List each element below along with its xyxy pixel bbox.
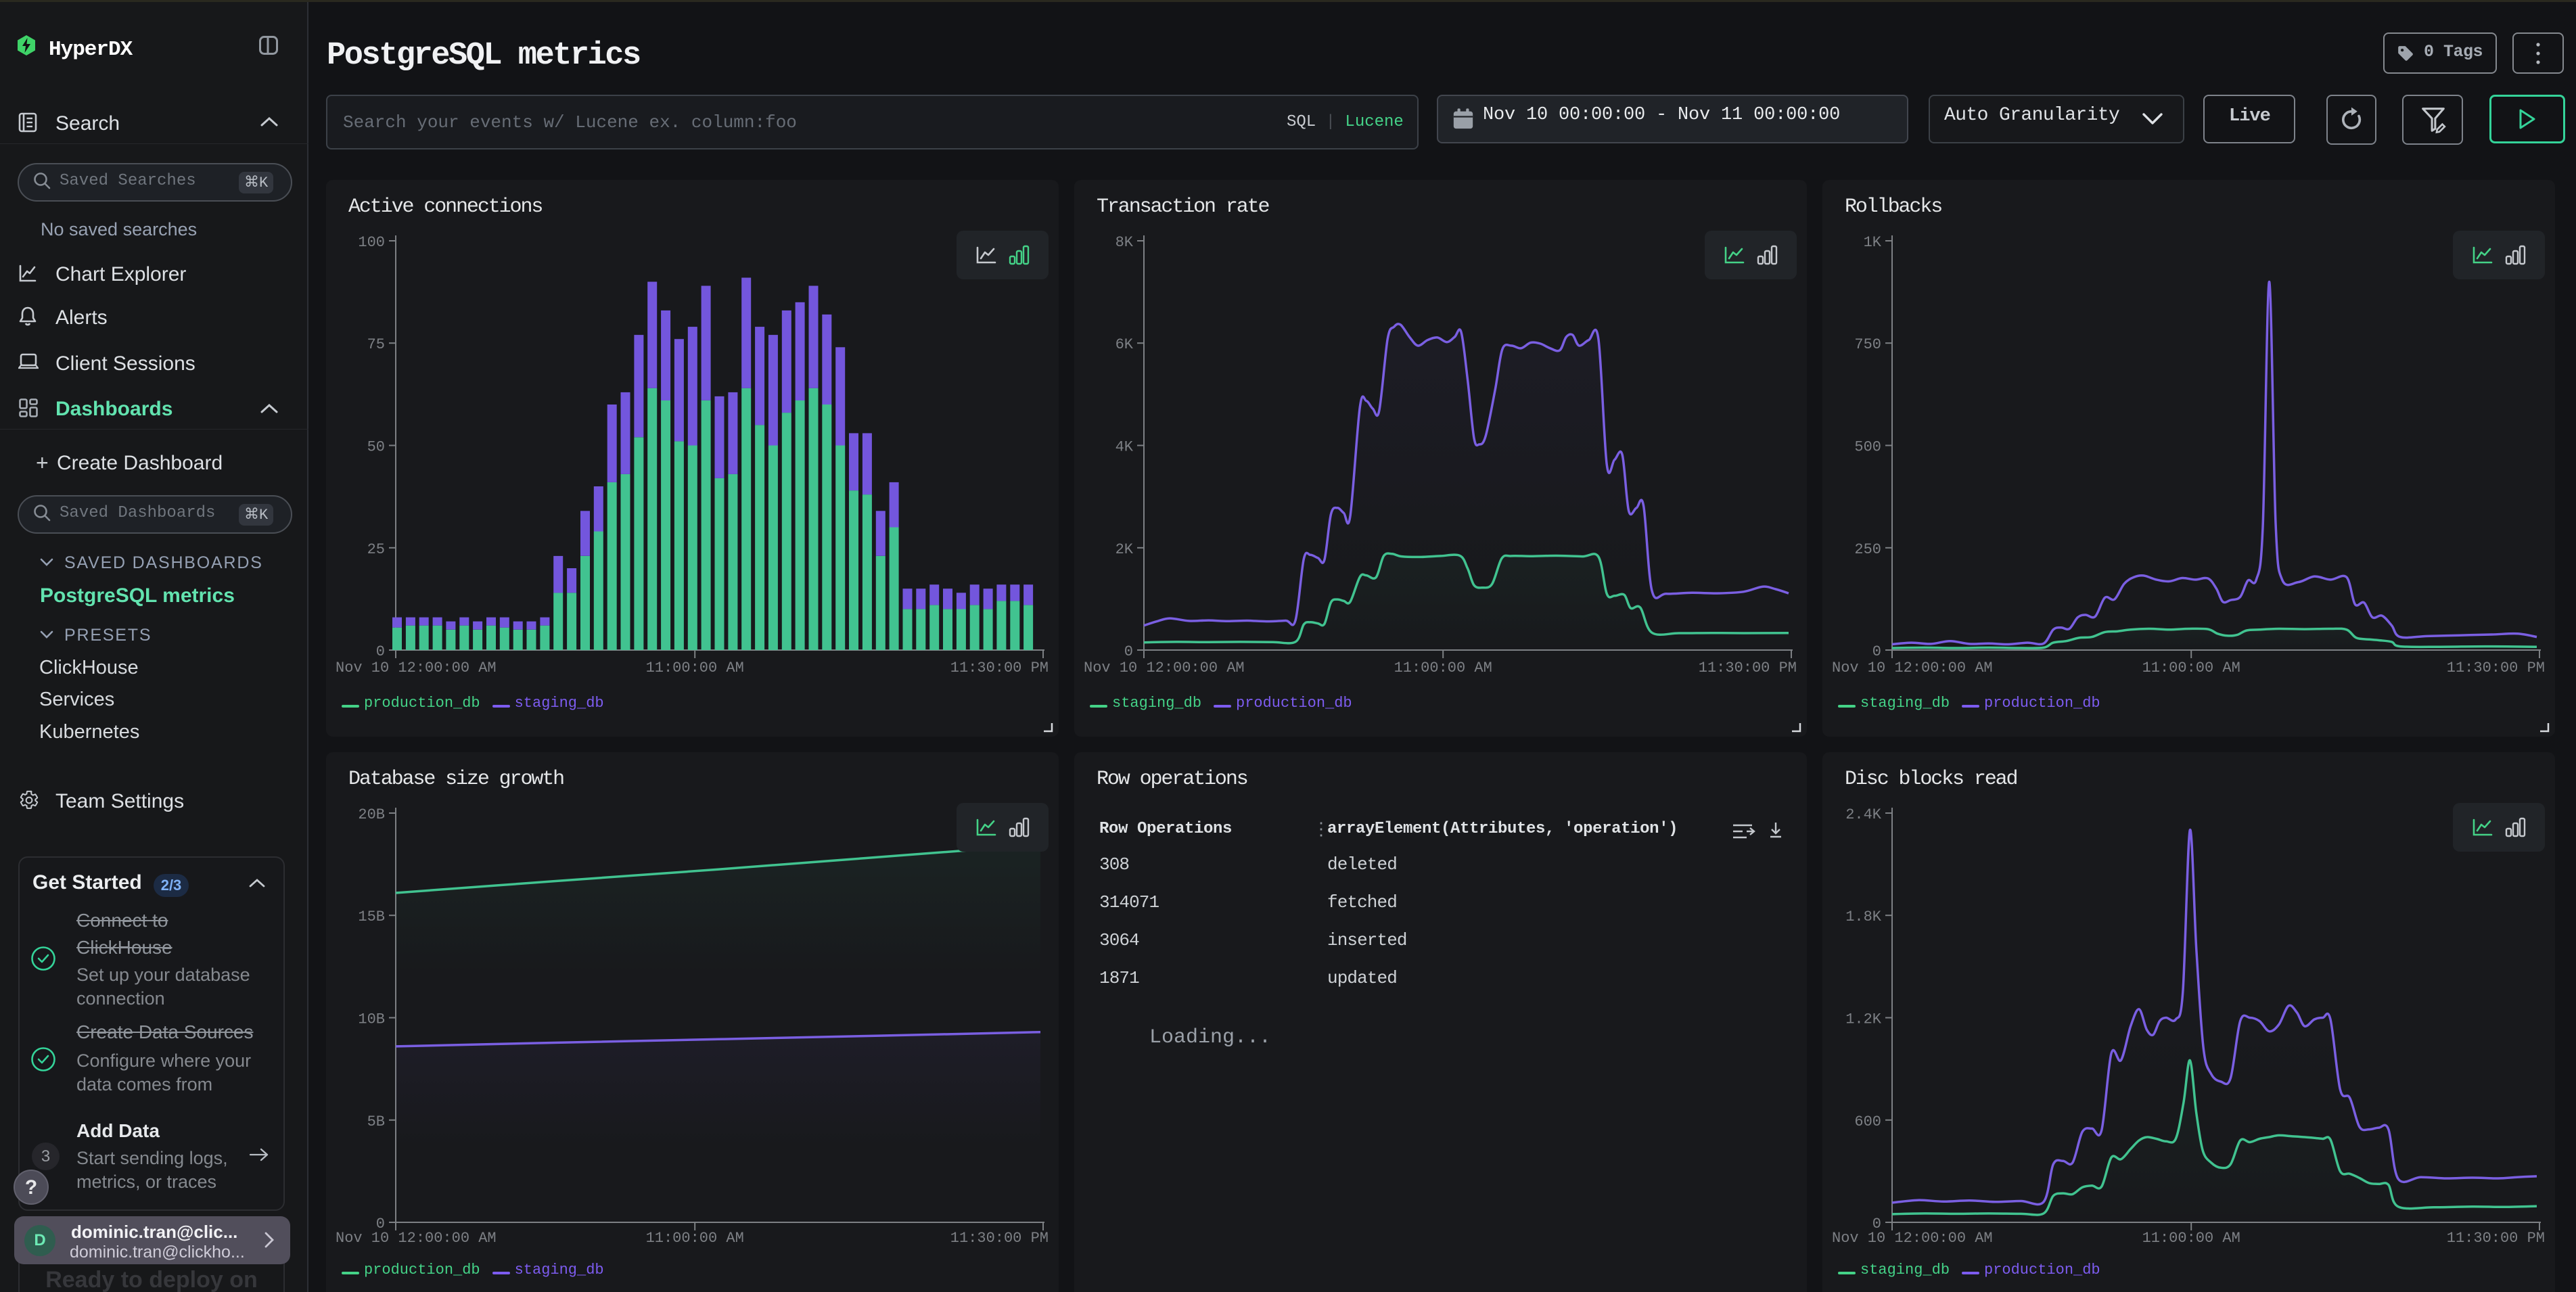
svg-text:600: 600 — [1854, 1113, 1881, 1130]
svg-text:1.8K: 1.8K — [1845, 908, 1882, 925]
svg-text:11:00:00 AM: 11:00:00 AM — [1394, 660, 1492, 676]
svg-text:500: 500 — [1854, 439, 1881, 456]
svg-text:11:00:00 AM: 11:00:00 AM — [646, 1230, 744, 1247]
svg-text:11:30:00 PM: 11:30:00 PM — [2447, 660, 2545, 676]
svg-text:0: 0 — [376, 643, 385, 660]
svg-text:8K: 8K — [1116, 234, 1134, 251]
svg-text:Nov 10 12:00:00 AM: Nov 10 12:00:00 AM — [336, 1230, 497, 1247]
svg-text:11:30:00 PM: 11:30:00 PM — [950, 660, 1049, 676]
svg-text:11:30:00 PM: 11:30:00 PM — [2447, 1230, 2545, 1247]
svg-text:11:00:00 AM: 11:00:00 AM — [2142, 1230, 2240, 1247]
svg-text:10B: 10B — [358, 1011, 385, 1028]
svg-text:100: 100 — [358, 234, 385, 251]
svg-text:2.4K: 2.4K — [1845, 806, 1882, 823]
svg-text:Nov 10 12:00:00 AM: Nov 10 12:00:00 AM — [336, 660, 497, 676]
svg-text:50: 50 — [367, 439, 385, 456]
svg-text:4K: 4K — [1116, 439, 1134, 456]
svg-text:11:00:00 AM: 11:00:00 AM — [646, 660, 744, 676]
svg-text:Nov 10 12:00:00 AM: Nov 10 12:00:00 AM — [1832, 660, 1993, 676]
svg-text:2K: 2K — [1116, 541, 1134, 558]
svg-text:1.2K: 1.2K — [1845, 1011, 1882, 1028]
svg-text:0: 0 — [1872, 1216, 1881, 1232]
svg-text:11:30:00 PM: 11:30:00 PM — [1699, 660, 1797, 676]
svg-text:11:00:00 AM: 11:00:00 AM — [2142, 660, 2240, 676]
svg-text:750: 750 — [1854, 336, 1881, 353]
svg-text:Nov 10 12:00:00 AM: Nov 10 12:00:00 AM — [1832, 1230, 1993, 1247]
svg-text:0: 0 — [1872, 643, 1881, 660]
svg-text:Nov 10 12:00:00 AM: Nov 10 12:00:00 AM — [1084, 660, 1245, 676]
svg-text:0: 0 — [1124, 643, 1133, 660]
svg-text:20B: 20B — [358, 806, 385, 823]
svg-text:6K: 6K — [1116, 336, 1134, 353]
svg-text:5B: 5B — [367, 1113, 385, 1130]
svg-text:0: 0 — [376, 1216, 385, 1232]
svg-text:75: 75 — [367, 336, 385, 353]
svg-text:15B: 15B — [358, 908, 385, 925]
svg-text:250: 250 — [1854, 541, 1881, 558]
svg-text:25: 25 — [367, 541, 385, 558]
svg-text:1K: 1K — [1864, 234, 1882, 251]
svg-text:11:30:00 PM: 11:30:00 PM — [950, 1230, 1049, 1247]
